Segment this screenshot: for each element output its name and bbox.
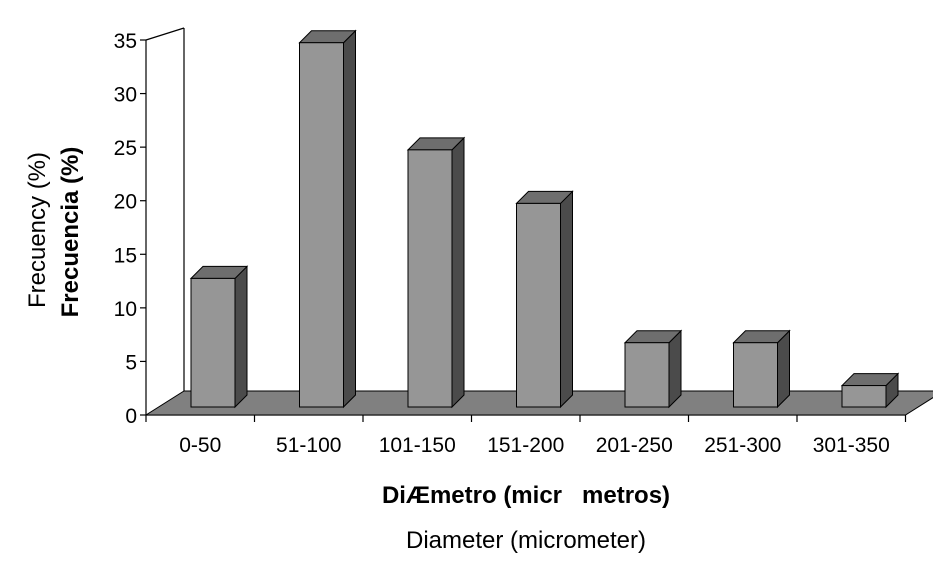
bar-301-350 — [840, 372, 900, 409]
bar-side — [560, 190, 573, 409]
bar-front — [407, 149, 453, 408]
y-axis-title-spanish: Frecuencia (%) — [57, 147, 84, 318]
bar-front — [299, 42, 344, 408]
bar-front — [841, 385, 887, 408]
bar-front — [624, 342, 670, 408]
y-tick-labels: 0 5 10 15 20 25 30 35 — [114, 30, 137, 428]
y-tick-label: 20 — [114, 191, 137, 214]
bar-0-50 — [189, 265, 249, 409]
y-tick-label: 25 — [114, 137, 137, 160]
bar-front — [190, 277, 236, 408]
bar-151-200 — [515, 190, 574, 409]
x-axis-title-english: Diameter (micrometer) — [406, 527, 646, 554]
x-category-labels: 0-50 51-100 101-150 151-200 201-250 251-300 30… — [179, 434, 890, 457]
y-tick-label: 10 — [114, 298, 137, 321]
bar-side — [343, 29, 356, 409]
x-category-label: 251-300 — [704, 434, 781, 457]
y-axis-title-english: Frecuency (%) — [24, 152, 51, 308]
bar-101-150 — [406, 136, 466, 409]
bar-201-250 — [623, 329, 683, 409]
x-category-label: 301-350 — [813, 434, 890, 457]
x-category-label: 151-200 — [487, 434, 564, 457]
bar-front — [516, 202, 561, 408]
x-axis-title-spanish: DiÆmetro (micr metros) — [382, 482, 670, 509]
x-category-label: 201-250 — [596, 434, 673, 457]
bar-side — [668, 329, 682, 409]
x-category-label: 0-50 — [179, 434, 221, 457]
y-tick-label: 15 — [114, 244, 137, 267]
bar-51-100 — [298, 29, 357, 409]
bar-251-300 — [732, 329, 791, 409]
y-tick-label: 5 — [125, 351, 137, 374]
y-tick-label: 35 — [114, 30, 137, 53]
x-category-label: 101-150 — [379, 434, 456, 457]
bar-front — [733, 342, 778, 408]
y-tick-label: 30 — [114, 84, 137, 107]
bars — [189, 29, 900, 409]
y-tick-label: 0 — [125, 405, 137, 428]
bar-side — [777, 329, 790, 409]
side-wall-top-edge — [145, 27, 185, 41]
x-category-label: 51-100 — [276, 434, 341, 457]
bar-side — [451, 136, 465, 409]
bar-side — [234, 265, 248, 409]
